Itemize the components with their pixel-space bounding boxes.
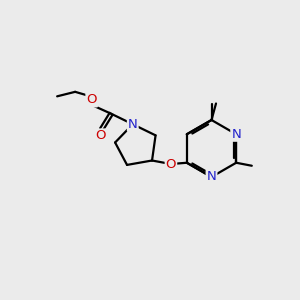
Text: N: N	[207, 170, 216, 184]
Text: O: O	[86, 93, 97, 106]
Text: O: O	[166, 158, 176, 170]
Text: N: N	[231, 128, 241, 141]
Text: O: O	[95, 129, 105, 142]
Text: N: N	[128, 118, 138, 131]
